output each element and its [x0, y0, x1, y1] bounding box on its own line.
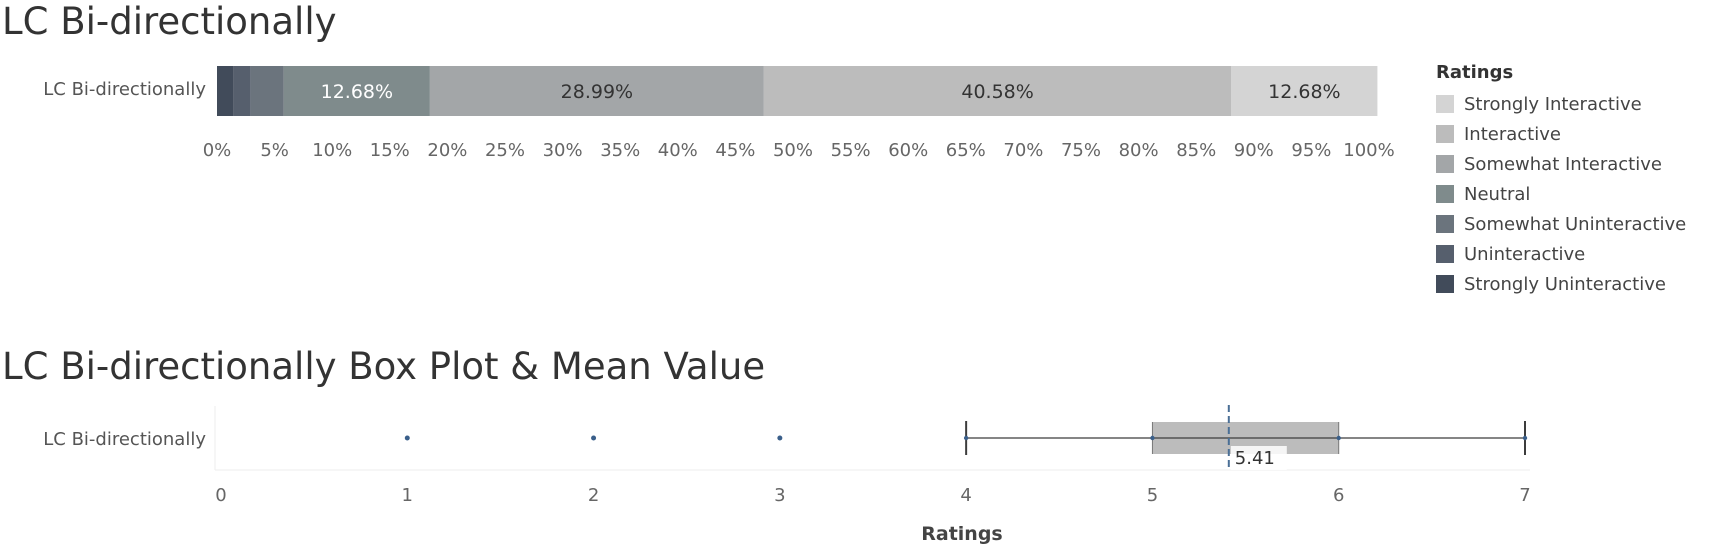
legend-swatch	[1436, 125, 1454, 143]
bar-segment-2	[250, 66, 284, 116]
legend-swatch	[1436, 275, 1454, 293]
legend-swatch	[1436, 215, 1454, 233]
legend-swatch	[1436, 185, 1454, 203]
legend-item: Strongly Interactive	[1436, 89, 1686, 119]
box-x-tick-label: 3	[774, 485, 785, 506]
bar-data-label-3: 12.68%	[321, 81, 393, 103]
legend-swatch	[1436, 245, 1454, 263]
legend-label: Interactive	[1464, 123, 1561, 145]
box-row-label: LC Bi-directionally	[43, 429, 206, 450]
box-x-tick-label: 6	[1333, 485, 1344, 506]
legend: Ratings Strongly Interactive Interactive S…	[1436, 62, 1686, 299]
box-x-tick-label: 5	[1147, 485, 1158, 506]
x-tick-label: 20%	[427, 140, 467, 161]
data-point	[1336, 435, 1341, 441]
x-tick-label: 10%	[312, 140, 352, 161]
x-tick-label: 85%	[1176, 140, 1216, 161]
x-tick-label: 30%	[543, 140, 583, 161]
box-x-tick-label: 7	[1519, 485, 1530, 506]
outlier-point	[404, 435, 410, 441]
box-x-tick-label: 4	[960, 485, 971, 506]
bar-segment-1	[233, 66, 251, 116]
data-point	[1522, 435, 1528, 441]
legend-item: Interactive	[1436, 119, 1686, 149]
box-plot-title: LC Bi-directionally Box Plot & Mean Valu…	[2, 345, 766, 388]
x-tick-label: 75%	[1061, 140, 1101, 161]
box-x-tick-label: 0	[215, 485, 226, 506]
data-point	[963, 435, 969, 441]
bar-segment-5	[763, 66, 1232, 116]
legend-item: Somewhat Uninteractive	[1436, 209, 1686, 239]
data-point	[1150, 435, 1155, 441]
legend-label: Neutral	[1464, 183, 1531, 205]
legend-item: Somewhat Interactive	[1436, 149, 1686, 179]
legend-label: Strongly Interactive	[1464, 93, 1642, 115]
x-tick-label: 55%	[831, 140, 871, 161]
x-tick-label: 0%	[203, 140, 232, 161]
x-tick-label: 60%	[888, 140, 928, 161]
x-tick-label: 95%	[1291, 140, 1331, 161]
legend-title: Ratings	[1436, 62, 1514, 83]
stacked-chart-title: LC Bi-directionally	[2, 0, 337, 43]
box-x-tick-label: 2	[588, 485, 599, 506]
bar-segment-3	[283, 66, 430, 116]
bar-data-label-6: 12.68%	[1268, 81, 1340, 103]
legend-swatch	[1436, 95, 1454, 113]
legend-label: Somewhat Uninteractive	[1464, 213, 1687, 235]
legend-item: Uninteractive	[1436, 239, 1686, 269]
x-tick-label: 35%	[600, 140, 640, 161]
bar-data-label-5: 40.58%	[961, 81, 1033, 103]
legend-item: Strongly Uninteractive	[1436, 269, 1686, 299]
mean-value-label: 5.41	[1235, 448, 1275, 469]
legend-label: Somewhat Interactive	[1464, 153, 1662, 175]
x-tick-label: 90%	[1234, 140, 1274, 161]
box-x-axis-label: Ratings	[921, 523, 1002, 545]
x-tick-label: 40%	[658, 140, 698, 161]
bar-segment-0	[217, 66, 234, 116]
mean-label-bg	[1230, 446, 1287, 470]
box-x-tick-label: 1	[402, 485, 413, 506]
x-tick-label: 80%	[1119, 140, 1159, 161]
legend-item: Neutral	[1436, 179, 1686, 209]
x-tick-label: 70%	[1003, 140, 1043, 161]
legend-label: Strongly Uninteractive	[1464, 273, 1666, 295]
legend-label: Uninteractive	[1464, 243, 1586, 265]
x-tick-label: 45%	[715, 140, 755, 161]
x-tick-label: 65%	[946, 140, 986, 161]
bar-segment-4	[429, 66, 764, 116]
outlier-point	[591, 435, 597, 441]
x-tick-label: 5%	[260, 140, 289, 161]
stacked-row-label: LC Bi-directionally	[43, 79, 206, 100]
x-tick-label: 25%	[485, 140, 525, 161]
x-tick-label: 15%	[370, 140, 410, 161]
x-tick-label: 100%	[1343, 140, 1394, 161]
legend-swatch	[1436, 155, 1454, 173]
bar-data-label-4: 28.99%	[561, 81, 633, 103]
x-tick-label: 50%	[773, 140, 813, 161]
bar-segment-6	[1231, 66, 1378, 116]
outlier-point	[777, 435, 783, 441]
